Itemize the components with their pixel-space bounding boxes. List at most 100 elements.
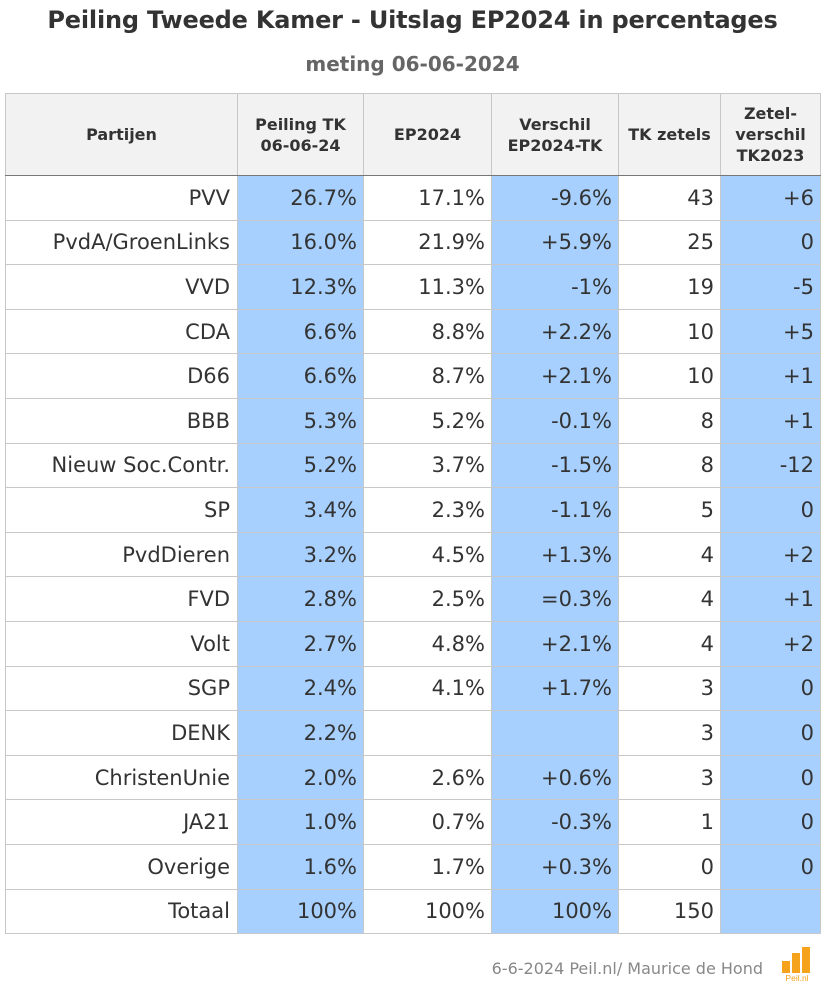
seat-difference-value-cell: +1 [720,576,821,622]
column-header-party: Partijen [5,93,238,176]
poll-value-cell: 2.4% [237,665,364,712]
seats-value-cell: 3 [618,665,721,712]
difference-value-cell: -9.6% [491,175,619,221]
seat-difference-value-cell: +5 [720,308,821,355]
seat-difference-value-cell: +1 [720,353,821,399]
party-name-cell: ChristenUnie [5,754,238,801]
difference-value-cell: +2.2% [491,308,619,355]
table-row: D66 6.6% 8.7% +2.1% 10 +1 [5,353,821,399]
poll-value-cell: 2.7% [237,620,364,667]
ep2024-value-cell: 11.3% [363,264,492,310]
logo-text: Peil.nl [785,973,808,983]
table-row: Nieuw Soc.Contr. 5.2% 3.7% -1.5% 8 -12 [5,442,821,489]
column-header-ep2024-text: EP2024 [393,125,462,144]
poll-value-cell: 2.8% [237,576,364,622]
column-header-seat-difference-line3: TK2023 [736,146,805,165]
chart-title: Peiling Tweede Kamer - Uitslag EP2024 in… [47,6,778,34]
column-header-party-text: Partijen [86,125,157,144]
seat-difference-value-cell: +2 [720,531,821,578]
difference-value-cell: +1.7% [491,665,619,712]
poll-value-cell: 26.7% [237,175,364,221]
difference-value-cell: -1.5% [491,442,619,489]
column-header-seat-difference-line1: Zetel- [743,104,798,123]
seat-difference-value-cell: +2 [720,620,821,667]
difference-value-cell: 100% [491,888,619,935]
poll-value-cell: 100% [237,888,364,935]
table-row: ChristenUnie 2.0% 2.6% +0.6% 3 0 [5,754,821,801]
difference-value-cell: -1.1% [491,487,619,533]
party-name-cell: Volt [5,620,238,667]
table-row: JA21 1.0% 0.7% -0.3% 1 0 [5,799,821,845]
ep2024-value-cell: 0.7% [363,799,492,845]
seat-difference-value-cell: 0 [720,219,821,266]
seats-value-cell: 150 [618,888,721,935]
party-name-cell: Nieuw Soc.Contr. [5,442,238,489]
seats-value-cell: 3 [618,710,721,756]
table-header-row: Partijen Peiling TK 06-06-24 EP2024 Vers… [5,93,821,176]
seat-difference-value-cell: 0 [720,843,821,890]
ep2024-value-cell: 5.2% [363,397,492,444]
seat-difference-value-cell [720,888,821,935]
party-name-cell: PVV [5,175,238,221]
poll-value-cell: 3.2% [237,531,364,578]
difference-value-cell: +5.9% [491,219,619,266]
peil-logo: Peil.nl [782,947,810,983]
party-name-cell: FVD [5,576,238,622]
seat-difference-value-cell: -5 [720,264,821,310]
seats-value-cell: 43 [618,175,721,221]
seats-value-cell: 19 [618,264,721,310]
chart-subtitle: meting 06-06-2024 [305,52,520,76]
column-header-difference-line1: Verschil [519,114,591,134]
column-header-difference-line2: EP2024-TK [507,135,603,155]
ep2024-value-cell: 100% [363,888,492,935]
table-row: VVD 12.3% 11.3% -1% 19 -5 [5,264,821,310]
difference-value-cell: -0.3% [491,799,619,845]
difference-value-cell: +2.1% [491,620,619,667]
party-name-cell: CDA [5,308,238,355]
ep2024-value-cell: 8.7% [363,353,492,399]
table-row: Overige 1.6% 1.7% +0.3% 0 0 [5,843,821,890]
party-name-cell: Overige [5,843,238,890]
seats-value-cell: 1 [618,799,721,845]
ep2024-value-cell: 8.8% [363,308,492,355]
seat-difference-value-cell: 0 [720,754,821,801]
table-body: PVV 26.7% 17.1% -9.6% 43 +6 PvdA/GroenLinks 16.… [5,175,821,935]
ep2024-value-cell: 4.5% [363,531,492,578]
seats-value-cell: 4 [618,531,721,578]
seat-difference-value-cell: -12 [720,442,821,489]
column-header-seat-difference-line2: verschil [735,125,806,144]
column-header-poll-line1: Peiling TK [255,114,346,134]
party-name-cell: BBB [5,397,238,444]
seats-value-cell: 10 [618,353,721,399]
seat-difference-value-cell: 0 [720,487,821,533]
seats-value-cell: 3 [618,754,721,801]
party-name-cell: JA21 [5,799,238,845]
difference-value-cell: -1% [491,264,619,310]
difference-value-cell: +0.3% [491,843,619,890]
column-header-seat-difference: Zetel- verschil TK2023 [720,93,821,176]
poll-value-cell: 2.2% [237,710,364,756]
table-row: BBB 5.3% 5.2% -0.1% 8 +1 [5,397,821,444]
seat-difference-value-cell: +1 [720,397,821,444]
ep2024-value-cell: 1.7% [363,843,492,890]
table-row: PVV 26.7% 17.1% -9.6% 43 +6 [5,175,821,221]
table-row: CDA 6.6% 8.8% +2.2% 10 +5 [5,308,821,355]
seats-value-cell: 25 [618,219,721,266]
seats-value-cell: 4 [618,576,721,622]
poll-value-cell: 5.2% [237,442,364,489]
difference-value-cell: -0.1% [491,397,619,444]
party-name-cell: Totaal [5,888,238,935]
ep2024-value-cell: 4.8% [363,620,492,667]
party-name-cell: SP [5,487,238,533]
difference-value-cell: +0.6% [491,754,619,801]
poll-value-cell: 3.4% [237,487,364,533]
poll-value-cell: 6.6% [237,308,364,355]
poll-value-cell: 1.0% [237,799,364,845]
difference-value-cell: =0.3% [491,576,619,622]
seats-value-cell: 10 [618,308,721,355]
party-name-cell: VVD [5,264,238,310]
table-row: DENK 2.2% 3 0 [5,710,821,756]
party-name-cell: SGP [5,665,238,712]
column-header-seats-text: TK zetels [628,125,711,144]
column-header-ep2024: EP2024 [363,93,492,176]
